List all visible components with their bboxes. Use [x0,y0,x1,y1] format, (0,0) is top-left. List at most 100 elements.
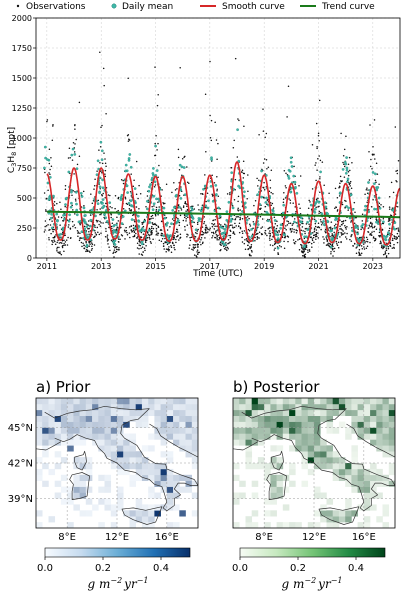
emission-cell [314,409,321,417]
observation-point [88,233,90,236]
observation-point [232,227,234,229]
emission-cell [42,463,49,470]
emission-cell [73,415,80,422]
observation-point [51,243,53,246]
emission-cell [370,480,377,487]
emission-cell [370,439,377,446]
observation-point [308,223,310,225]
emission-cell [320,492,327,499]
emission-cell [332,522,340,528]
emission-cell [326,463,334,470]
observation-point [312,236,315,239]
emission-cell [104,398,112,405]
observation-point [74,128,76,130]
observation-point [135,160,138,163]
observation-point [236,156,239,158]
emission-cell [185,415,193,422]
emission-cell [295,427,302,434]
observation-point [384,253,386,255]
observation-point [71,159,74,161]
observation-point [155,230,158,232]
emission-cell [270,427,277,434]
observation-point [93,188,95,190]
observation-point [333,236,335,238]
emission-cell [376,480,383,487]
observation-point [83,247,86,249]
emission-cell [104,421,112,428]
y-tick-label: 250 [17,224,32,233]
observation-point [196,232,198,235]
emission-cell [141,504,149,511]
emission-cell [173,415,180,422]
daily-mean-point [112,240,116,244]
daily-mean-point [300,216,303,220]
daily-mean-point [294,185,297,189]
observation-point [241,217,244,220]
observation-point [241,236,243,239]
daily-mean-point [85,244,89,248]
observation-point [388,208,391,210]
observation-point [397,235,400,237]
emission-cell [301,463,309,470]
emission-cell [370,474,377,482]
observation-point [248,230,251,232]
emission-cell [79,457,87,464]
emission-cell [110,463,118,470]
emission-cell [92,403,99,411]
emission-cell [239,398,246,405]
observation-point [113,256,115,258]
observation-point [117,220,120,222]
observation-point [142,251,144,253]
observation-point [108,246,110,248]
observation-point [65,239,68,241]
observation-point [269,232,272,235]
observation-point [393,243,395,246]
observation-point [343,176,346,178]
emission-cell [276,403,284,411]
observation-point [374,239,377,242]
emission-cell [345,468,352,476]
observation-point [233,233,236,235]
observation-point [214,236,216,239]
observation-point [345,135,347,137]
observation-point [151,205,153,208]
legend-swatch [16,4,20,8]
observation-point [128,208,131,210]
observation-point [227,248,229,250]
observation-point [135,193,138,196]
observation-point [136,237,139,239]
emission-cell [270,433,277,440]
observation-point [307,249,309,251]
emission-cell [104,439,112,446]
emission-cell [282,403,290,411]
emission-cell [363,415,371,422]
emission-cell [289,433,296,440]
observation-point [139,244,142,247]
observation-point [107,194,110,196]
emission-cell [295,409,302,417]
posterior-title: b) Posterior [233,378,320,396]
observation-point [269,235,271,237]
observation-point [89,251,91,254]
observation-point [256,238,258,240]
observation-point [340,132,342,135]
observation-point [106,236,109,238]
observation-point [186,235,188,238]
daily-mean-point [214,184,218,187]
emission-cell [363,522,371,528]
emission-cell [92,398,99,405]
observation-point [200,193,202,195]
daily-mean-point [120,193,124,197]
observation-point [225,242,227,244]
prior-colorbar [44,547,191,558]
observation-point [311,238,314,240]
observation-point [207,228,209,231]
observation-point [94,178,96,180]
observation-point [316,145,318,148]
observation-point [214,225,216,227]
observation-point [293,231,295,233]
observation-point [85,240,87,243]
observation-point [89,243,91,245]
prior-colorbar-label: g m−2 yr−1 [88,576,149,591]
emission-cell [154,415,161,422]
